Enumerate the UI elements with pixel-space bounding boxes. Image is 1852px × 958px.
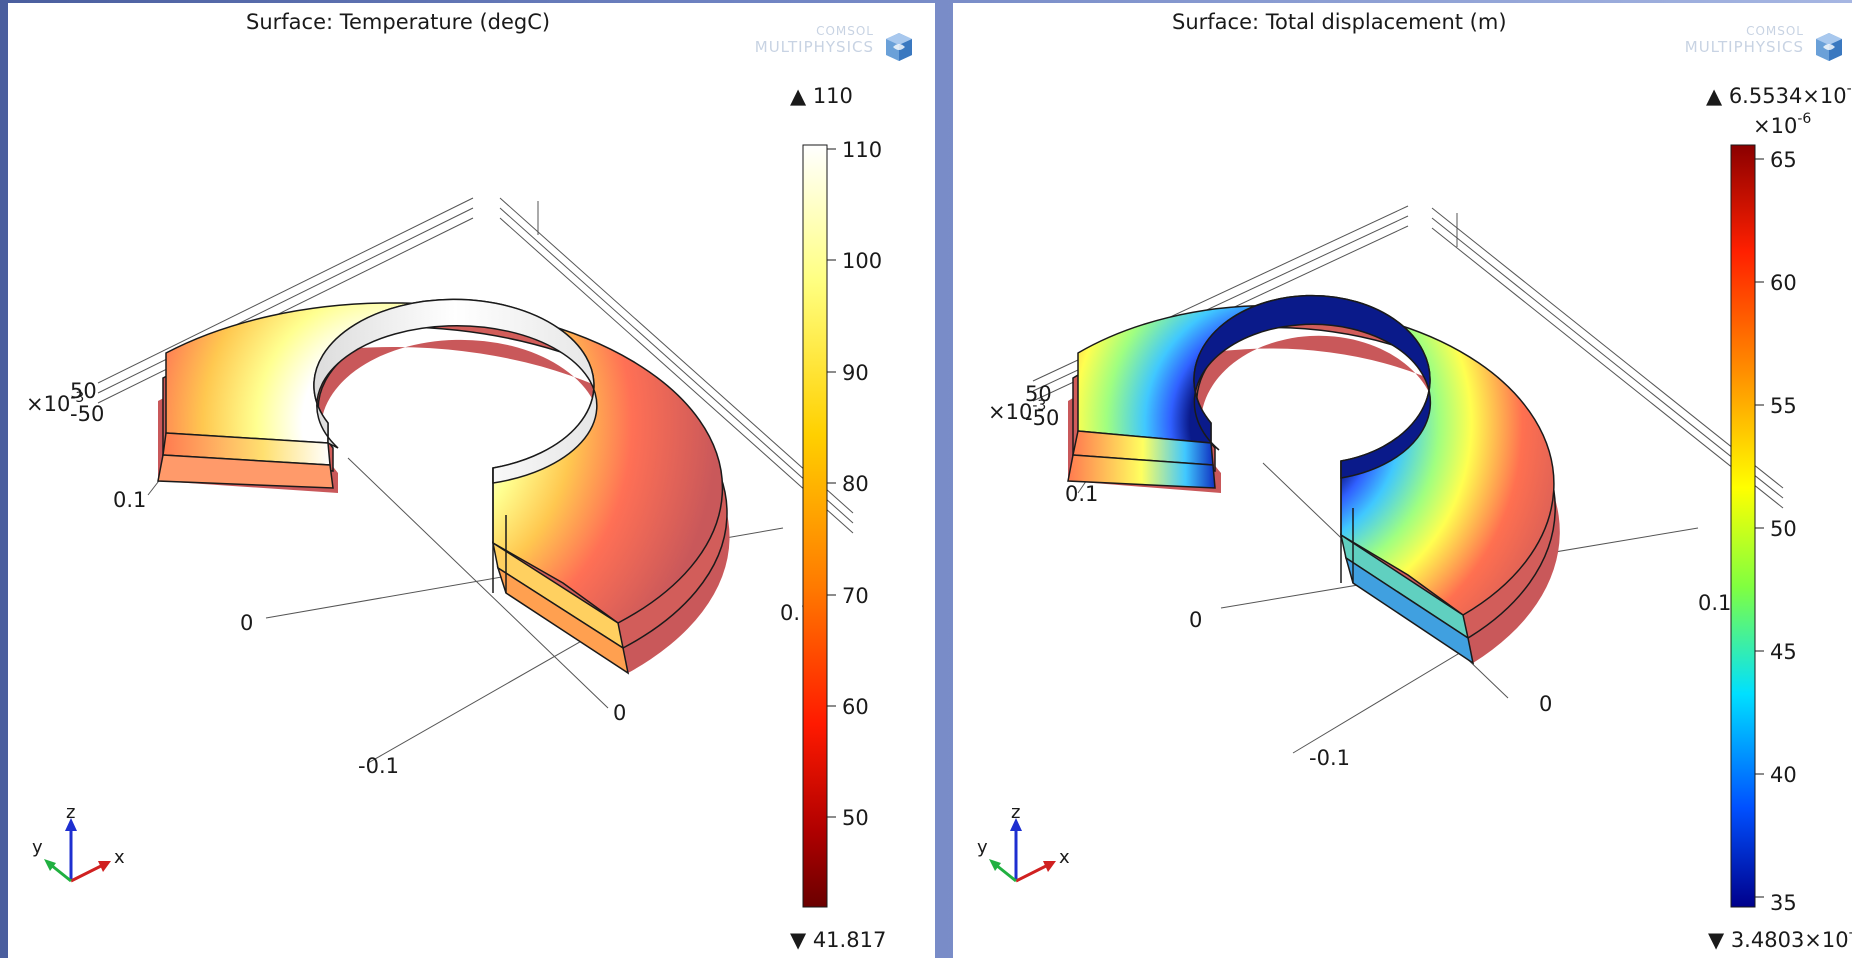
left-cut-face [1067,430,1216,489]
y-tick-center: 0 [1189,608,1202,632]
displacement-3d-view: ×10-3 50 -50 0.1 0 -0.1 0 0.1 z x y [977,81,1852,952]
axis-scale-exponent: -3 [1032,398,1046,414]
x-tick-center: 0 [613,701,626,725]
colorbar-max-label: ▲ 6.5534×10 [1706,84,1847,108]
comsol-logo: COMSOL MULTIPHYSICS [748,25,918,69]
colorbar-tick-label: 35 [1770,891,1797,915]
right-cut-face [1339,461,1475,665]
x-tick-right: 0.1 [1698,591,1731,615]
colorbar-tick-label: 45 [1770,640,1797,664]
x-tick-center: 0 [1539,692,1552,716]
z-tick-bottom: -50 [1025,406,1059,430]
colorbar-tick-label: 110 [842,138,882,162]
y-tick-front: -0.1 [358,754,399,778]
colorbar-tick-label: 90 [842,361,869,385]
svg-text:×10-3: ×10-3 [26,390,84,416]
colorbar-tick-label: 100 [842,249,882,273]
comsol-logo: COMSOL MULTIPHYSICS [1678,25,1848,69]
plot-title: Surface: Temperature (degC) [246,10,551,34]
axis-scale-multiplier: ×10 [26,392,70,416]
colorbar-tick-label: 55 [1770,394,1797,418]
right-cut-face [491,468,630,675]
comsol-cube-icon [886,33,912,61]
plot-title: Surface: Total displacement (m) [1172,10,1507,34]
colorbar-unit-multiplier: ×10 [1753,114,1797,138]
colorbar-tick-label: 50 [1770,517,1797,541]
displacement-plot-panel: Surface: Total displacement (m) COMSOL M… [953,3,1852,958]
colorbar-tick-label: 70 [842,584,869,608]
temperature-colorbar [802,144,828,908]
y-tick-front: -0.1 [1309,746,1350,770]
triad-x-label: x [114,847,125,868]
axis-triad-icon: z x y [977,802,1070,883]
colorbar-ticks [1755,158,1764,898]
z-tick-top: 50 [1025,382,1052,406]
triad-x-label: x [1059,847,1070,868]
temperature-plot-panel: Surface: Temperature (degC) COMSOL MULTI… [8,3,935,958]
colorbar-ticks [827,148,836,818]
colorbar-min-label: ▼ 3.4803×10 [1708,928,1849,952]
colorbar-tick-label: 60 [1770,271,1797,295]
axis-scale-multiplier: ×10 [988,400,1032,424]
axis-triad-icon: z x y [32,802,125,883]
svg-text:▼ 3.4803×10-5: ▼ 3.4803×10-5 [1708,925,1852,952]
y-tick-center: 0 [240,611,253,635]
svg-text:×10-3: ×10-3 [988,398,1046,424]
colorbar-max-label: ▲ 110 [790,84,853,108]
colorbar-min-label: ▼ 41.817 [790,928,886,952]
left-cut-face [157,432,334,489]
colorbar-tick-label: 65 [1770,148,1797,172]
comsol-cube-icon [1816,33,1842,61]
z-tick-bottom: -50 [70,402,104,426]
triad-y-label: y [32,837,43,858]
triad-z-label: z [66,802,75,823]
inner-hole-wall [1193,294,1432,479]
triad-z-label: z [1011,802,1020,823]
svg-text:×10-6: ×10-6 [1753,111,1811,138]
colorbar-tick-label: 80 [842,472,869,496]
colorbar-tick-label: 40 [1770,763,1797,787]
axis-scale-exponent: -3 [70,390,84,406]
svg-text:▲ 6.5534×10-5: ▲ 6.5534×10-5 [1706,81,1852,108]
colorbar-tick-label: 60 [842,695,869,719]
displacement-colorbar [1730,144,1756,908]
triad-y-label: y [977,837,988,858]
z-tick-top: 50 [70,379,97,403]
colorbar-tick-label: 50 [842,806,869,830]
temperature-3d-view: ×10-3 50 -50 0.1 0 -0.1 0 0.1 z x y [26,84,886,952]
y-tick-left: 0.1 [113,488,146,512]
y-tick-left: 0.1 [1065,482,1098,506]
